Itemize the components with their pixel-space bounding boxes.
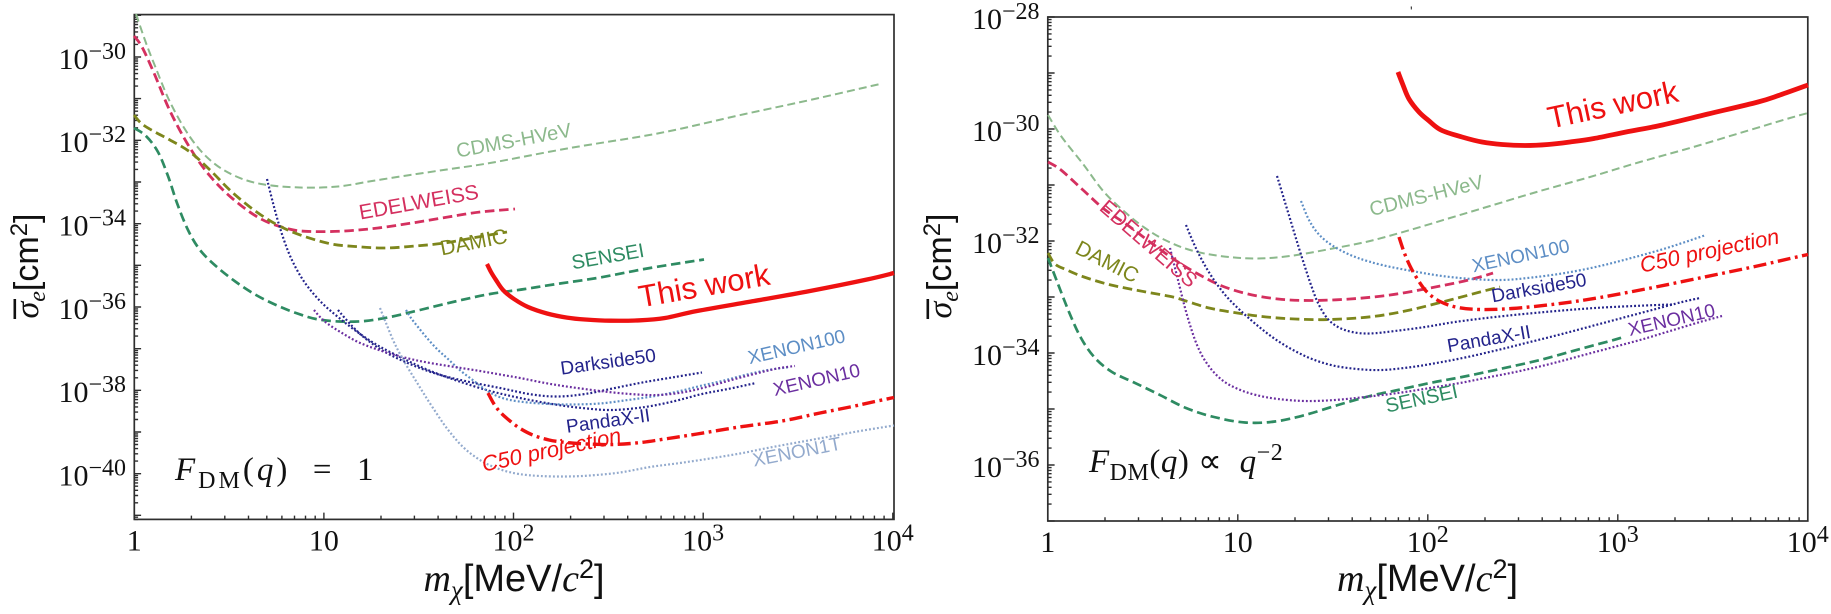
svg-text:1: 1 xyxy=(1040,526,1055,559)
svg-text:FDM(q) = 1: FDM(q) = 1 xyxy=(174,452,376,494)
svg-text:': ' xyxy=(1410,3,1413,19)
svg-text:FDM(q) ∝ q−2: FDM(q) ∝ q−2 xyxy=(1088,440,1283,486)
svg-text:10: 10 xyxy=(309,525,339,558)
svg-text:mχ[MeV/c2]: mχ[MeV/c2] xyxy=(1337,554,1518,605)
svg-text:1: 1 xyxy=(127,525,142,558)
svg-text:σe[cm2]: σe[cm2] xyxy=(919,213,964,318)
svg-text:mχ[MeV/c2]: mχ[MeV/c2] xyxy=(423,554,604,605)
svg-text:10: 10 xyxy=(1223,526,1253,559)
svg-text:10−36: 10−36 xyxy=(58,289,126,326)
svg-text:σe[cm2]: σe[cm2] xyxy=(6,213,51,318)
